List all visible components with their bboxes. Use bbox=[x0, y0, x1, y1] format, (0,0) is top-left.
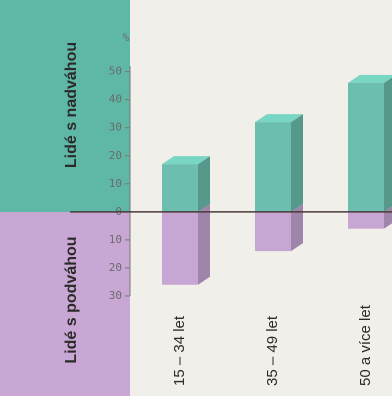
bar bbox=[255, 211, 291, 252]
bar-side bbox=[291, 114, 303, 212]
bar-side bbox=[384, 77, 392, 212]
bar bbox=[162, 164, 198, 212]
x-tick-label: 35 – 49 let bbox=[264, 315, 281, 386]
bar-side bbox=[198, 203, 210, 285]
y-tick-label: 10 bbox=[109, 177, 122, 190]
x-tick-label: 50 a více let bbox=[357, 304, 374, 386]
bar bbox=[348, 82, 384, 212]
y-tick-label: 50 bbox=[109, 65, 122, 78]
band-bottom bbox=[0, 212, 130, 396]
band-top bbox=[0, 0, 130, 212]
bar bbox=[255, 122, 291, 212]
bar bbox=[348, 211, 384, 229]
series-label: Lidé s nadváhou bbox=[63, 42, 80, 168]
x-tick-label: 15 – 34 let bbox=[171, 315, 188, 386]
y-tick-label: 10 bbox=[109, 233, 122, 246]
y-tick-label: 30 bbox=[109, 121, 122, 134]
y-tick-label: 30 bbox=[109, 289, 122, 302]
y-tick-label: 20 bbox=[109, 261, 122, 274]
bar-top bbox=[162, 156, 210, 165]
bar-top bbox=[348, 74, 392, 83]
series-label: Lidé s podváhou bbox=[63, 236, 80, 363]
bar bbox=[162, 211, 198, 285]
y-unit: % bbox=[123, 31, 130, 44]
y-tick-label: 20 bbox=[109, 149, 122, 162]
bar-side bbox=[198, 156, 210, 212]
bar-top bbox=[255, 114, 303, 123]
y-tick-label: 40 bbox=[109, 93, 122, 106]
bar-side bbox=[291, 203, 303, 252]
